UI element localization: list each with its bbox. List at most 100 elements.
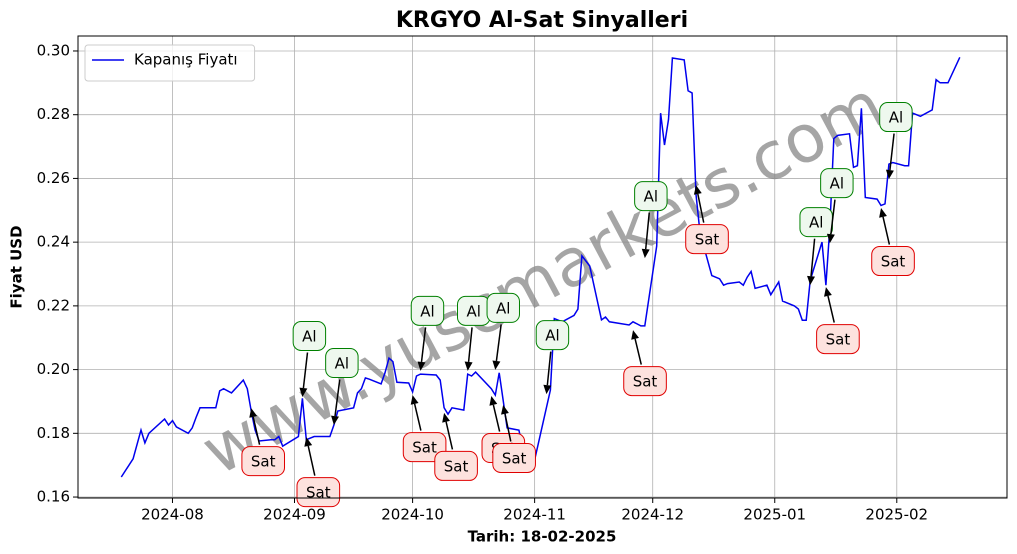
legend-box bbox=[84, 44, 256, 82]
x-tick-label: 2024-09 bbox=[263, 506, 326, 524]
annotation-box bbox=[296, 477, 341, 508]
y-tick-label: 0.22 bbox=[37, 296, 70, 314]
annotation-label: Sat bbox=[826, 331, 851, 349]
signal-annotation: Al bbox=[879, 102, 913, 180]
x-tick-label: 2024-12 bbox=[621, 506, 684, 524]
annotation-box bbox=[492, 442, 536, 473]
annotation-label: Al bbox=[335, 355, 349, 373]
x-tick-label: 2024-08 bbox=[141, 506, 204, 524]
signal-annotation: Al bbox=[799, 207, 833, 286]
annotation-box bbox=[634, 181, 668, 212]
annotation-label: Sat bbox=[251, 453, 276, 471]
y-tick-label: 0.30 bbox=[37, 41, 70, 59]
y-tick-label: 0.28 bbox=[37, 105, 70, 123]
annotation-arrow bbox=[644, 212, 651, 250]
signal-annotation: Al bbox=[535, 320, 570, 395]
annotation-arrow bbox=[882, 216, 891, 245]
signal-annotation: Al bbox=[292, 320, 327, 397]
signal-annotation: Sat bbox=[434, 412, 478, 481]
signal-annotation: Sat bbox=[623, 330, 667, 397]
annotation-label: Sat bbox=[881, 253, 906, 271]
arrow-head bbox=[492, 360, 501, 370]
x-axis-label: Tarih: 18-02-2025 bbox=[468, 528, 617, 546]
arrow-head bbox=[807, 275, 816, 286]
signal-annotation: Al bbox=[634, 181, 668, 259]
annotation-arrow bbox=[467, 327, 473, 362]
y-tick-label: 0.24 bbox=[37, 233, 70, 251]
arrow-head bbox=[249, 408, 258, 418]
annotation-box bbox=[486, 292, 520, 323]
arrow-head bbox=[501, 404, 509, 415]
annotation-box bbox=[820, 168, 854, 199]
signal-annotation: Sat bbox=[816, 287, 860, 355]
annotation-box bbox=[402, 432, 447, 463]
signal-annotation: Sat bbox=[871, 208, 915, 277]
annotation-box bbox=[879, 102, 913, 133]
annotation-label: Al bbox=[830, 175, 844, 193]
annotation-box bbox=[241, 446, 286, 477]
arrow-head bbox=[879, 208, 887, 218]
annotation-label: Al bbox=[644, 188, 658, 206]
arrow-head bbox=[826, 233, 835, 244]
y-tick-label: 0.26 bbox=[37, 169, 70, 187]
annotation-arrow bbox=[810, 238, 816, 277]
arrow-head bbox=[410, 395, 419, 405]
annotation-label: Al bbox=[809, 214, 823, 232]
annotation-box bbox=[292, 320, 327, 351]
signal-annotation: Sat bbox=[296, 437, 341, 508]
arrow-head bbox=[304, 437, 313, 447]
arrow-head bbox=[543, 384, 552, 395]
annotation-arrow bbox=[445, 421, 454, 450]
annotation-arrow bbox=[492, 404, 501, 432]
x-tick-label: 2024-10 bbox=[381, 506, 444, 524]
arrow-head bbox=[299, 387, 308, 397]
legend: Kapanış Fiyatı bbox=[84, 44, 256, 82]
x-tick-label: 2024-11 bbox=[503, 506, 566, 524]
annotation-box bbox=[871, 246, 915, 277]
annotation-arrow bbox=[830, 199, 836, 235]
signal-annotation: Al bbox=[410, 295, 445, 371]
x-tick-label: 2025-01 bbox=[743, 506, 806, 524]
legend-label: Kapanış Fiyatı bbox=[134, 51, 238, 69]
arrow-head bbox=[489, 396, 498, 406]
arrow-head bbox=[442, 412, 450, 423]
arrow-head bbox=[693, 185, 702, 195]
plot-frame bbox=[77, 35, 1008, 499]
annotation-arrow bbox=[307, 445, 316, 476]
annotation-arrow bbox=[252, 416, 261, 445]
annotation-label: Sat bbox=[444, 457, 469, 475]
signal-annotation: Sat bbox=[402, 395, 447, 463]
signal-annotation: Sat bbox=[492, 404, 536, 473]
arrow-head bbox=[885, 169, 894, 180]
y-tick-label: 0.18 bbox=[37, 424, 70, 442]
annotation-box bbox=[535, 320, 570, 351]
signal-annotation: Al bbox=[486, 292, 520, 370]
annotation-label: Al bbox=[496, 299, 510, 317]
annotation-label: Al bbox=[302, 327, 316, 345]
annotation-arrow bbox=[420, 327, 427, 363]
annotation-label: Sat bbox=[695, 231, 720, 249]
annotation-arrow bbox=[334, 379, 341, 417]
annotation-label: Al bbox=[420, 302, 434, 320]
annotation-label: Al bbox=[889, 109, 903, 127]
chart-title: KRGYO Al-Sat Sinyalleri bbox=[396, 8, 688, 33]
y-tick-label: 0.16 bbox=[37, 488, 70, 506]
annotation-arrow bbox=[827, 295, 835, 323]
arrow-head bbox=[331, 415, 339, 426]
signal-annotation: Sat bbox=[685, 185, 729, 255]
annotation-label: Sat bbox=[412, 439, 437, 457]
arrow-head bbox=[631, 330, 639, 340]
annotation-arrow bbox=[413, 403, 422, 431]
annotation-label: Sat bbox=[306, 484, 331, 502]
annotation-box bbox=[434, 450, 478, 481]
signal-annotation: Al bbox=[325, 348, 359, 426]
arrow-head bbox=[824, 287, 832, 297]
annotation-box bbox=[685, 224, 729, 255]
annotation-arrow bbox=[697, 193, 705, 223]
annotation-label: Al bbox=[466, 302, 480, 320]
annotation-arrow bbox=[546, 351, 552, 386]
annotation-arrow bbox=[302, 352, 309, 389]
annotation-arrow bbox=[504, 413, 512, 442]
annotation-box bbox=[325, 348, 359, 379]
